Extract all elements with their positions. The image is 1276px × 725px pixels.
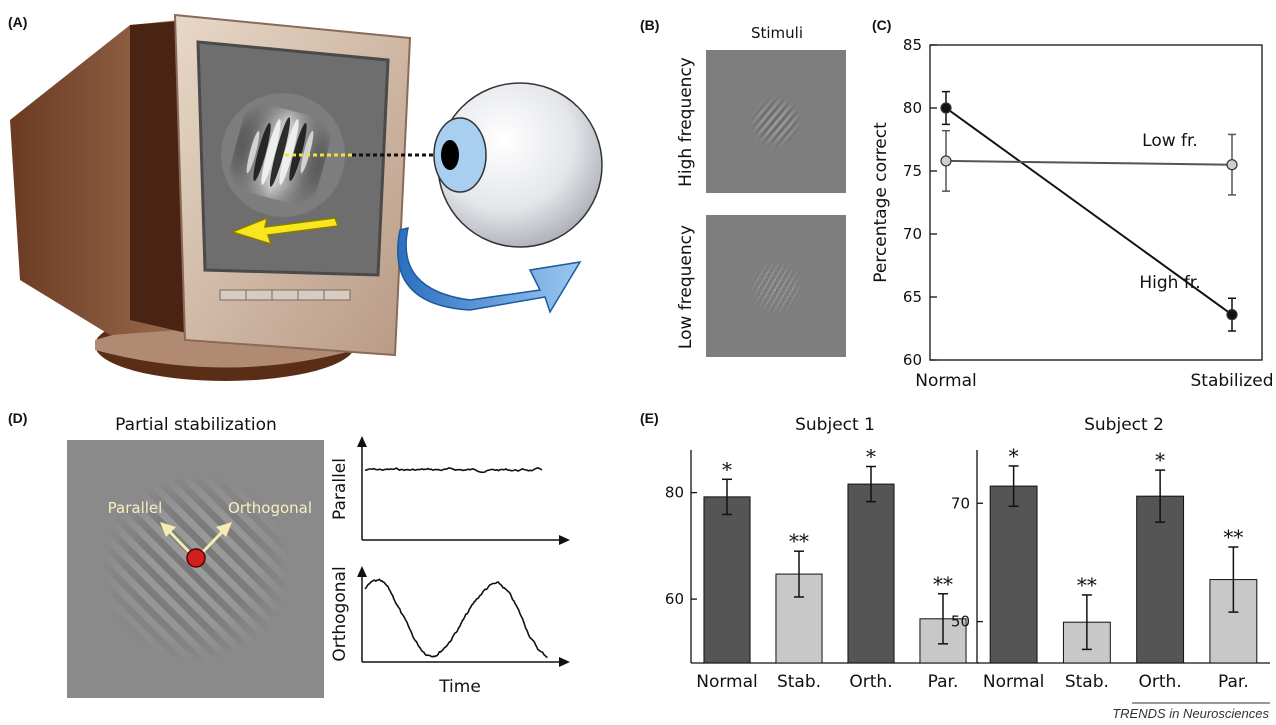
y-tick-label: 85	[903, 36, 922, 54]
significance-mark: **	[1077, 573, 1097, 597]
y-axis-label: Percentage correct	[871, 122, 891, 283]
significance-mark: **	[789, 529, 809, 553]
x-tick-label: Orth.	[849, 672, 892, 692]
x-tick-label: Stabilized	[1190, 371, 1273, 391]
journal-credit: TRENDS in Neurosciences	[1112, 702, 1270, 721]
high-frequency-gabor	[750, 96, 802, 148]
x-tick-label: Normal	[915, 371, 977, 391]
chart-title: Subject 1	[795, 415, 875, 435]
monitor-controls	[219, 289, 351, 301]
eye-icon	[433, 82, 603, 248]
y-tick-label: 60	[665, 590, 684, 608]
data-point	[1226, 309, 1238, 321]
gabor-stripes	[246, 117, 314, 187]
significance-mark: **	[933, 572, 953, 596]
orthogonal-trace-plot: Orthogonal Time	[330, 566, 570, 697]
data-point	[940, 102, 952, 114]
y-tick-label: 60	[903, 351, 922, 369]
x-tick-label: Normal	[696, 672, 758, 692]
panel-d-label: (D)	[8, 410, 27, 426]
parallel-trace-plot: Parallel	[330, 436, 570, 545]
y-tick-label: 70	[951, 494, 970, 512]
panel-c: (C) 60 65 70 75 80 85 Normal Stabilized Percenta…	[871, 17, 1274, 391]
direction-arrows	[160, 522, 232, 568]
y-tick-label: 80	[665, 484, 684, 502]
bar	[989, 485, 1038, 664]
parallel-arrow-label: Parallel	[108, 499, 163, 517]
data-point	[1226, 159, 1238, 171]
stimuli-title: Stimuli	[751, 24, 803, 42]
eye-movement-arrow-icon	[397, 226, 582, 314]
panel-d: (D) Partial stabilization Parallel Ortho…	[8, 410, 570, 698]
panel-e: (E) Subject 16080*Normal**Stab.*Orth.**P…	[640, 410, 1270, 692]
x-tick-label: Normal	[983, 672, 1045, 692]
panel-b-label: (B)	[640, 17, 659, 33]
bar	[703, 496, 751, 664]
panel-a-label: (A)	[8, 14, 27, 30]
series-label: High fr.	[1139, 273, 1200, 293]
bar	[1136, 495, 1185, 664]
y-tick-label: 65	[903, 288, 922, 306]
x-tick-label: Stab.	[1065, 672, 1109, 692]
x-tick-label: Par.	[1218, 672, 1249, 692]
credit-text: TRENDS in Neurosciences	[1112, 706, 1269, 721]
panel-b: (B) Stimuli High frequency Low frequency	[640, 17, 846, 357]
y-tick-label: 70	[903, 225, 922, 243]
significance-mark: **	[1223, 525, 1243, 549]
line-chart: 60 65 70 75 80 85 Normal Stabilized Percentage c…	[871, 36, 1274, 391]
bar	[847, 483, 895, 664]
orthogonal-eye-trace	[364, 578, 548, 659]
series-line	[945, 107, 1233, 316]
panel-c-label: (C)	[872, 17, 891, 33]
y-tick-label: 80	[903, 99, 922, 117]
plot-frame	[929, 44, 1263, 361]
data-point	[940, 155, 952, 167]
time-axis-label: Time	[438, 677, 481, 697]
bar-chart-subject-2: Subject 2 50 70 * Normal ** Stab. * Orth. ** Par.	[951, 415, 1270, 692]
stabilized-gabor	[101, 473, 291, 663]
x-tick-label: Orth.	[1139, 672, 1182, 692]
series-line	[945, 159, 1233, 166]
x-tick-label: Par.	[928, 672, 959, 692]
y-tick-label: 75	[903, 162, 922, 180]
x-tick-label: Stab.	[777, 672, 821, 692]
panel-e-label: (E)	[640, 410, 659, 426]
parallel-eye-trace	[364, 467, 543, 474]
monitor-illustration	[10, 13, 446, 381]
orthogonal-arrow-label: Orthogonal	[228, 499, 312, 517]
series-label: Low fr.	[1142, 131, 1198, 151]
bar-chart-subject-1: Subject 1 60 80 * Normal ** Stab. * Orth. ** Par.	[665, 415, 979, 692]
significance-mark: *	[866, 445, 876, 469]
significance-mark: *	[1009, 444, 1019, 468]
chart-title: Subject 2	[1084, 415, 1164, 435]
y-tick-label: 50	[951, 613, 970, 631]
high-frequency-label: High frequency	[676, 57, 696, 187]
significance-mark: *	[1155, 448, 1165, 472]
drift-arrow-icon	[229, 216, 340, 246]
panel-a: (A)	[8, 13, 603, 381]
partial-stabilization-title: Partial stabilization	[115, 415, 277, 435]
significance-mark: *	[722, 457, 732, 481]
bar	[775, 573, 823, 664]
parallel-axis-label: Parallel	[330, 458, 350, 520]
fixation-dot-icon	[186, 548, 206, 568]
low-frequency-gabor	[748, 259, 804, 315]
low-frequency-label: Low frequency	[676, 225, 696, 349]
orthogonal-axis-label: Orthogonal	[330, 566, 350, 661]
